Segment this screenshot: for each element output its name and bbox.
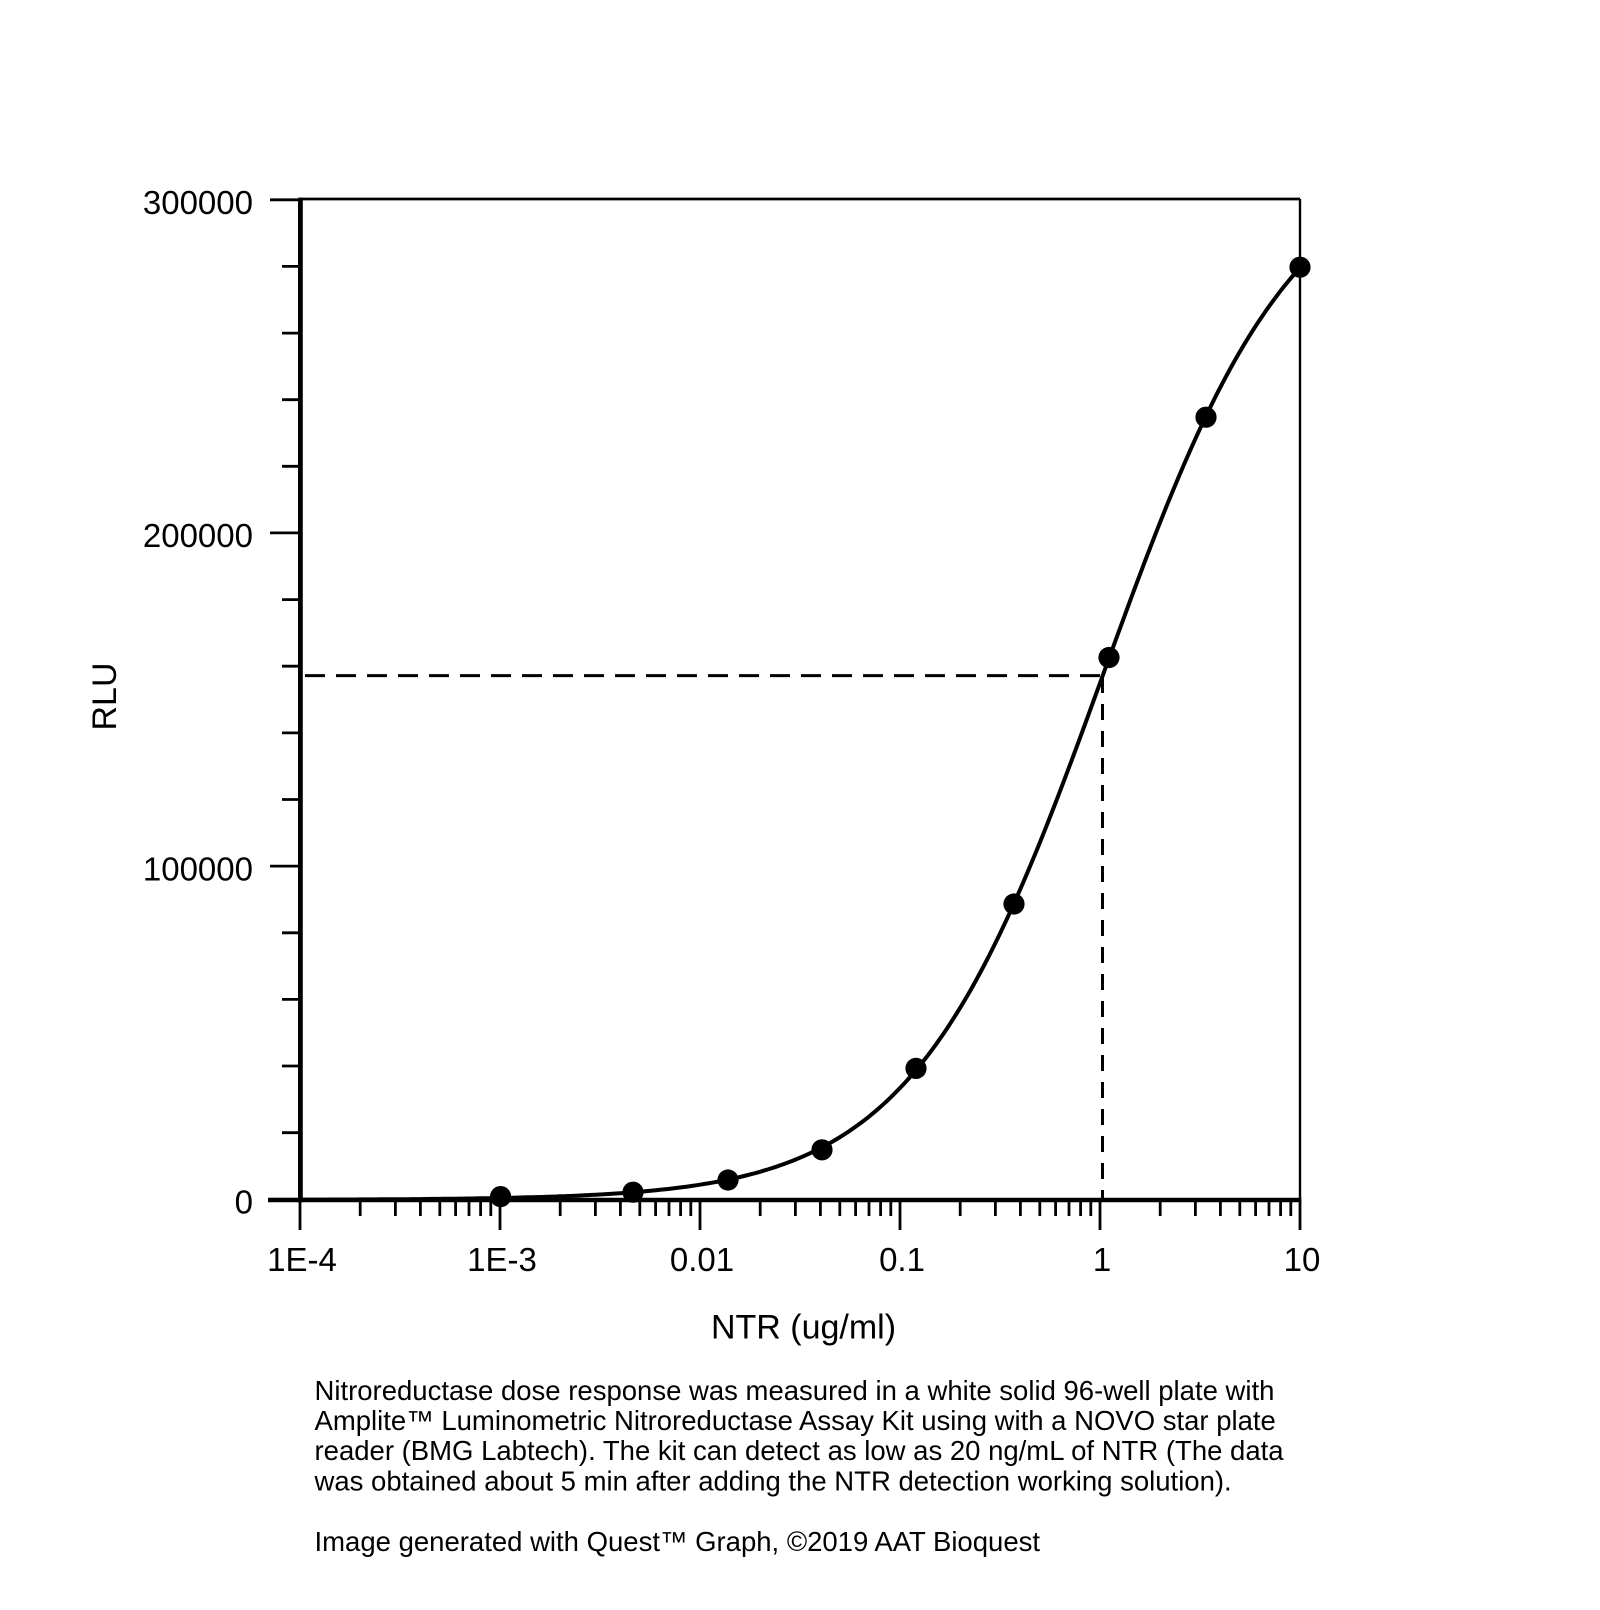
svg-text:1E-3: 1E-3	[467, 1241, 537, 1278]
svg-text:100000: 100000	[143, 850, 253, 887]
svg-text:reader (BMG Labtech). The kit: reader (BMG Labtech). The kit can detect…	[315, 1435, 1285, 1466]
svg-text:200000: 200000	[143, 517, 253, 554]
svg-text:RLU: RLU	[86, 662, 124, 730]
svg-text:1E-4: 1E-4	[267, 1241, 337, 1278]
svg-text:0.1: 0.1	[879, 1241, 925, 1278]
svg-text:Image generated with Quest™ Gr: Image generated with Quest™ Graph, ©2019…	[315, 1526, 1041, 1557]
svg-text:0.01: 0.01	[670, 1241, 734, 1278]
svg-text:Amplite™ Luminometric Nitrored: Amplite™ Luminometric Nitroreductase Ass…	[315, 1405, 1276, 1436]
svg-text:300000: 300000	[143, 184, 253, 221]
svg-text:1: 1	[1093, 1241, 1111, 1278]
svg-text:was obtained about 5 min after: was obtained about 5 min after adding th…	[314, 1465, 1232, 1496]
svg-text:NTR (ug/ml): NTR (ug/ml)	[711, 1309, 896, 1347]
svg-text:0: 0	[235, 1184, 253, 1221]
svg-text:10: 10	[1284, 1241, 1321, 1278]
svg-text:Nitroreductase dose response w: Nitroreductase dose response was measure…	[315, 1375, 1275, 1406]
